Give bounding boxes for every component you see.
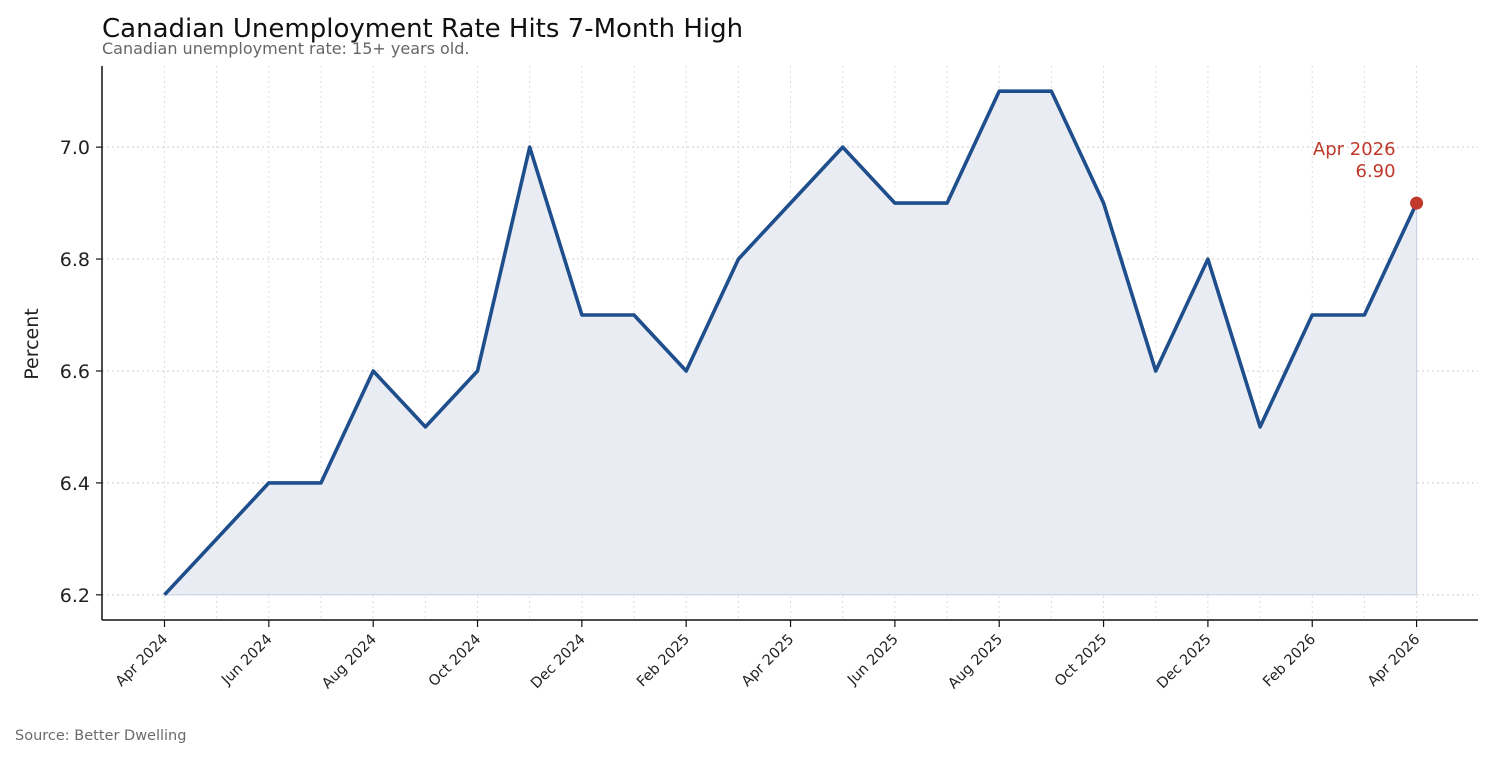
x-tick-label: Apr 2024 (113, 632, 171, 690)
x-tick-label: Jun 2024 (218, 632, 275, 689)
y-axis-label: Percent (21, 308, 43, 380)
x-tick-label: Apr 2026 (1365, 632, 1423, 690)
x-tick-label: Oct 2024 (426, 632, 484, 690)
x-tick-label: Aug 2024 (319, 632, 380, 693)
annotation-date: Apr 2026 (1313, 139, 1396, 160)
x-ticks: Apr 2024 Jun 2024 Aug 2024 Oct 2024 Dec 2024… (113, 620, 1423, 692)
x-tick-label: Oct 2025 (1052, 632, 1110, 690)
y-tick-label: 6.2 (60, 585, 90, 607)
chart-subtitle: Canadian unemployment rate: 15+ years ol… (102, 39, 469, 58)
x-tick-label: Dec 2025 (1154, 632, 1215, 693)
y-tick-label: 6.4 (60, 473, 90, 495)
x-tick-label: Feb 2025 (634, 632, 693, 691)
marks (164, 91, 1417, 595)
y-tick-label: 6.8 (60, 249, 90, 271)
x-tick-label: Apr 2025 (739, 632, 797, 690)
chart-title: Canadian Unemployment Rate Hits 7-Month … (102, 14, 743, 44)
y-ticks: 6.2 6.4 6.6 6.8 7.0 (60, 137, 102, 607)
x-tick-label: Aug 2025 (945, 632, 1006, 693)
series-line (163, 89, 1419, 597)
annotation-value: 6.90 (1356, 161, 1396, 182)
x-tick-label: Feb 2026 (1260, 632, 1319, 691)
y-tick-label: 6.6 (60, 361, 90, 383)
y-tick-label: 7.0 (60, 137, 90, 159)
x-tick-label: Jun 2025 (844, 632, 901, 689)
end-annotation: Apr 2026 6.90 (1313, 139, 1424, 210)
annotation-point (1410, 196, 1424, 210)
x-tick-label: Dec 2024 (528, 632, 589, 693)
source-note: Source: Better Dwelling (15, 728, 186, 744)
